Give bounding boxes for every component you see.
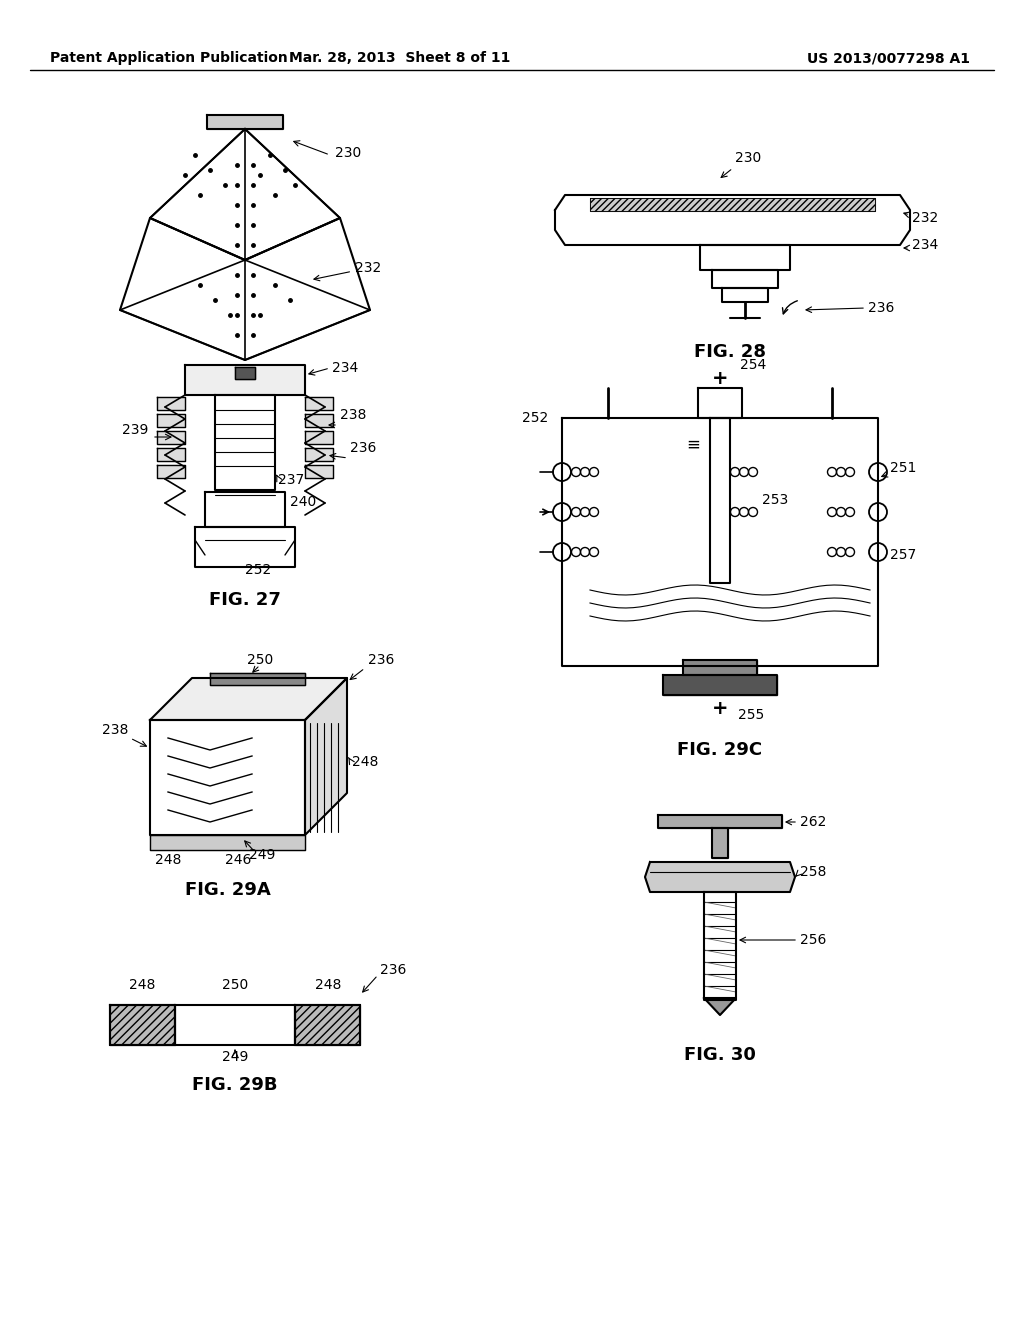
- Polygon shape: [157, 465, 185, 478]
- Text: 262: 262: [800, 814, 826, 829]
- Text: 237: 237: [278, 473, 304, 487]
- Text: 240: 240: [290, 495, 316, 510]
- Text: 250: 250: [247, 653, 273, 667]
- Polygon shape: [305, 465, 333, 478]
- Polygon shape: [305, 397, 333, 411]
- Polygon shape: [295, 1005, 360, 1045]
- Text: Patent Application Publication: Patent Application Publication: [50, 51, 288, 65]
- Polygon shape: [150, 129, 340, 260]
- Text: 236: 236: [350, 441, 377, 455]
- Text: 248: 248: [155, 853, 181, 867]
- Polygon shape: [590, 198, 874, 211]
- Polygon shape: [234, 367, 255, 379]
- Polygon shape: [195, 527, 295, 568]
- Text: Mar. 28, 2013  Sheet 8 of 11: Mar. 28, 2013 Sheet 8 of 11: [290, 51, 511, 65]
- Polygon shape: [722, 288, 768, 302]
- Polygon shape: [207, 115, 283, 129]
- Text: 232: 232: [912, 211, 938, 224]
- Text: 234: 234: [332, 360, 358, 375]
- Polygon shape: [120, 218, 370, 360]
- Text: 248: 248: [314, 978, 341, 993]
- Polygon shape: [700, 246, 790, 271]
- Text: 238: 238: [101, 723, 128, 737]
- Polygon shape: [712, 828, 728, 858]
- Text: 252: 252: [522, 411, 548, 425]
- Text: 255: 255: [738, 708, 764, 722]
- Text: US 2013/0077298 A1: US 2013/0077298 A1: [807, 51, 970, 65]
- Text: 254: 254: [740, 358, 766, 372]
- Polygon shape: [305, 678, 347, 836]
- Text: FIG. 28: FIG. 28: [694, 343, 766, 360]
- Polygon shape: [658, 814, 782, 828]
- Polygon shape: [562, 418, 878, 667]
- Text: 236: 236: [368, 653, 394, 667]
- Polygon shape: [305, 414, 333, 426]
- Polygon shape: [215, 395, 275, 490]
- Polygon shape: [157, 397, 185, 411]
- Text: 236: 236: [380, 964, 407, 977]
- Polygon shape: [205, 492, 285, 527]
- Polygon shape: [150, 678, 347, 719]
- Text: ≡: ≡: [686, 436, 700, 454]
- Polygon shape: [305, 432, 333, 444]
- Text: +: +: [712, 368, 728, 388]
- Text: 251: 251: [890, 461, 916, 475]
- Text: 232: 232: [314, 261, 381, 281]
- Text: FIG. 27: FIG. 27: [209, 591, 281, 609]
- Polygon shape: [157, 432, 185, 444]
- Text: 230: 230: [335, 147, 361, 160]
- Polygon shape: [150, 836, 305, 850]
- Polygon shape: [210, 673, 305, 685]
- Text: FIG. 29A: FIG. 29A: [185, 880, 271, 899]
- Polygon shape: [663, 675, 777, 696]
- Text: 230: 230: [735, 150, 761, 165]
- Polygon shape: [157, 447, 185, 461]
- Polygon shape: [305, 447, 333, 461]
- Polygon shape: [645, 862, 795, 892]
- Text: 250: 250: [222, 978, 248, 993]
- Text: 252: 252: [245, 564, 271, 577]
- Text: 249: 249: [222, 1049, 248, 1064]
- Polygon shape: [683, 660, 757, 675]
- Polygon shape: [705, 998, 736, 1015]
- Text: +: +: [712, 698, 728, 718]
- Text: 256: 256: [800, 933, 826, 946]
- Text: 248: 248: [352, 755, 379, 770]
- Polygon shape: [185, 366, 305, 395]
- Text: 249: 249: [249, 847, 275, 862]
- Polygon shape: [712, 271, 778, 288]
- Polygon shape: [710, 418, 730, 583]
- Text: 246: 246: [225, 853, 251, 867]
- Polygon shape: [698, 388, 742, 418]
- Polygon shape: [150, 719, 305, 836]
- Polygon shape: [705, 892, 736, 1001]
- Text: 248: 248: [129, 978, 156, 993]
- Text: FIG. 29B: FIG. 29B: [193, 1076, 278, 1094]
- Text: 234: 234: [912, 238, 938, 252]
- Text: FIG. 29C: FIG. 29C: [678, 741, 763, 759]
- Polygon shape: [157, 414, 185, 426]
- Text: FIG. 30: FIG. 30: [684, 1045, 756, 1064]
- Text: 238: 238: [340, 408, 367, 422]
- Text: 253: 253: [762, 492, 788, 507]
- Text: 258: 258: [800, 865, 826, 879]
- Text: 257: 257: [890, 548, 916, 562]
- Polygon shape: [110, 1005, 175, 1045]
- Polygon shape: [175, 1005, 295, 1045]
- Text: 236: 236: [868, 301, 894, 315]
- Polygon shape: [555, 195, 910, 246]
- Text: 239: 239: [122, 422, 148, 437]
